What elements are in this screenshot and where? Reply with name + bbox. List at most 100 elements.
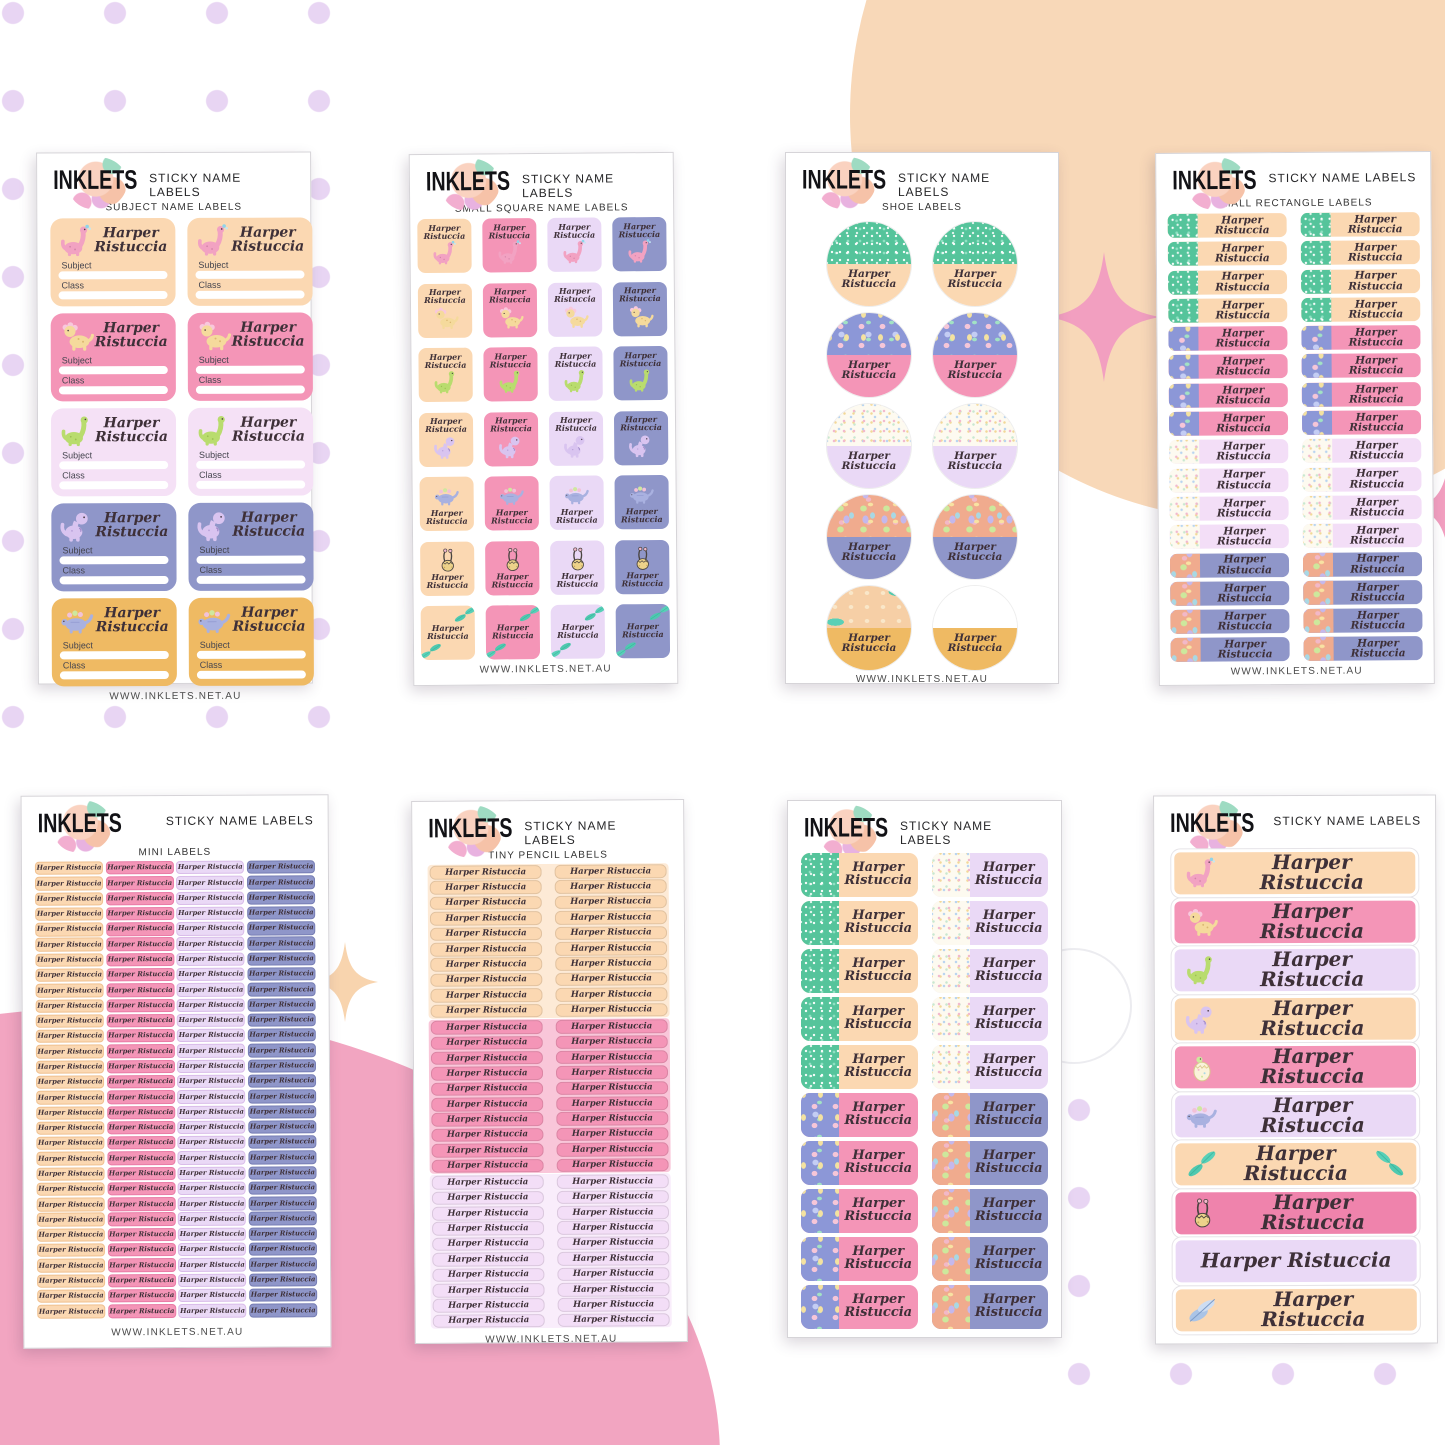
mini-label: Harper Ristuccia <box>107 1288 176 1303</box>
mini-label: Harper Ristuccia <box>178 1303 247 1318</box>
pattern-dinos <box>1170 609 1201 635</box>
mini-label: Harper Ristuccia <box>177 1196 247 1211</box>
label-name-text: Harper Ristuccia <box>248 923 314 933</box>
label-name-text: Harper Ristuccia <box>179 1229 245 1239</box>
mini-label: Harper Ristuccia <box>176 982 245 997</box>
mini-label: Harper Ristuccia <box>176 998 246 1012</box>
label-name-text: Harper Ristuccia <box>571 1051 653 1063</box>
label-name-text: Harper Ristuccia <box>1348 269 1403 293</box>
label-name-text: Harper Ristuccia <box>553 221 596 239</box>
logo-text: INKLETS <box>1170 808 1255 839</box>
name-last-line: Ristuccia <box>94 239 168 256</box>
mini-label: Harper Ristuccia <box>107 1273 176 1288</box>
name-last-line: Ristuccia <box>844 1209 913 1224</box>
small-rectangle-label: Harper Ristuccia <box>1302 523 1422 549</box>
mini-label: Harper Ristuccia <box>178 1273 247 1287</box>
sheet-title: STICKY NAME LABELS <box>900 819 993 847</box>
pattern-confetti-white <box>931 997 970 1041</box>
name-last-line: Ristuccia <box>231 428 305 445</box>
label-name-text: Harper Ristuccia <box>424 287 466 305</box>
name-first-line: Harper <box>852 1196 905 1212</box>
label-name-text: Harper Ristuccia <box>445 989 528 1001</box>
label-top-row: Harper Ristuccia <box>195 223 304 259</box>
small-rectangle-label: Harper Ristuccia <box>1303 636 1423 662</box>
label-name-text: Harper Ristuccia <box>178 1061 244 1071</box>
shoe-label-circle: Harper Ristuccia <box>826 585 912 671</box>
name-wrap: Harper Ristuccia <box>1333 495 1422 520</box>
name-first-line: Harper <box>852 1244 905 1260</box>
label-name-text: Harper Ristuccia <box>108 1138 174 1147</box>
small-rectangle-label: Harper Ristuccia <box>1169 524 1289 550</box>
name-wrap: Harper Ristuccia <box>1199 411 1288 436</box>
label-name-text: Harper Ristuccia <box>249 984 314 994</box>
pattern-confetti-white <box>931 901 970 945</box>
tiny-pencil-label: Harper Ristuccia <box>430 1050 543 1066</box>
label-name-text: Harper Ristuccia <box>844 1149 912 1175</box>
label-name-text: Harper Ristuccia <box>248 908 314 917</box>
name-wrap: Harper Ristuccia <box>839 1141 918 1185</box>
circle-name-half: Harper Ristuccia <box>827 264 911 306</box>
label-name-text: Harper Ristuccia <box>573 1314 655 1326</box>
pattern-confetti-green <box>1167 213 1198 238</box>
label-name-text: Harper Ristuccia <box>109 1214 174 1224</box>
tiny-pencil-label: Harper Ristuccia <box>431 1206 545 1221</box>
name-wrap: Harper Ristuccia <box>1198 270 1287 295</box>
name-last-line: Ristuccia <box>423 230 466 241</box>
subject-name-label: Harper Ristuccia Subject Class <box>50 312 176 402</box>
dino-triceratops-yellow-icon <box>199 321 231 351</box>
dino-stegosaurus-periwinkle-icon <box>434 487 459 506</box>
small-rectangle-label: Harper Ristuccia <box>1168 326 1288 352</box>
class-field-input <box>58 386 168 395</box>
mini-label: Harper Ristuccia <box>248 1135 317 1150</box>
label-name-text: Harper Ristuccia <box>250 1214 316 1223</box>
label-name-text: Harper Ristuccia <box>446 1129 529 1141</box>
tiny-pencil-label: Harper Ristuccia <box>431 1081 544 1097</box>
pattern-dinos <box>1303 608 1334 634</box>
label-name-text: Harper Ristuccia <box>36 894 102 903</box>
label-name-text: Harper Ristuccia <box>231 415 305 445</box>
label-name-text: Harper Ristuccia <box>107 985 173 994</box>
mini-label: Harper Ristuccia <box>35 968 104 983</box>
label-name-text: Harper Ristuccia <box>570 989 653 1000</box>
tiny-pencil-label: Harper Ristuccia <box>556 1157 669 1173</box>
label-name-text: Harper Ristuccia <box>571 1021 653 1032</box>
logo-watercolor-blob-icon <box>820 805 878 857</box>
subject-field-input <box>59 556 169 565</box>
subject-field-label: Subject <box>62 640 93 651</box>
subject-name-label: Harper Ristuccia Subject Class <box>50 217 176 307</box>
large-name-label: Harper Ristuccia <box>1174 996 1416 1040</box>
label-name-text: Harper Ristuccia <box>37 1138 103 1148</box>
medium-rectangle-label: Harper Ristuccia <box>801 1093 918 1137</box>
label-name-text: Harper Ristuccia <box>572 1206 654 1218</box>
label-name-text: Harper Ristuccia <box>571 1128 654 1140</box>
mini-label: Harper Ristuccia <box>35 907 104 921</box>
label-name-text: Harper Ristuccia <box>1349 467 1405 491</box>
name-last-line: Ristuccia <box>95 524 169 541</box>
name-last-line: Ristuccia <box>844 1257 913 1272</box>
label-name-text: Harper Ristuccia <box>570 896 652 908</box>
label-name-text: Harper Ristuccia <box>975 1101 1043 1127</box>
mini-label: Harper Ristuccia <box>246 860 315 875</box>
name-wrap: Harper Ristuccia <box>1198 241 1287 266</box>
label-name-text: Harper Ristuccia <box>1216 440 1272 463</box>
dino-longneck-pink-icon <box>197 224 228 256</box>
name-first-line: Harper <box>982 1004 1035 1020</box>
mini-label: Harper Ristuccia <box>106 1059 175 1074</box>
tiny-pencil-label: Harper Ristuccia <box>431 1175 544 1190</box>
dino-longneck-green-icon <box>564 370 584 393</box>
label-name-text: Harper Ristuccia <box>37 1047 103 1056</box>
sheet-mini-labels: INKLETS STICKY NAME LABELS MINI LABELS Harp… <box>20 794 332 1349</box>
label-name-text: Harper Ristuccia <box>572 1159 654 1171</box>
label-name-text: Harper Ristuccia <box>571 1097 653 1109</box>
label-name-text: Harper Ristuccia <box>555 415 597 433</box>
tiny-pencil-label: Harper Ristuccia <box>556 1174 669 1189</box>
mini-label: Harper Ristuccia <box>176 906 245 921</box>
name-wrap: Harper Ristuccia <box>231 415 305 445</box>
inklets-logo: INKLETS <box>428 805 524 858</box>
label-top-row: Harper Ristuccia <box>196 318 305 354</box>
subject-name-label: Harper Ristuccia Subject Class <box>51 502 177 592</box>
mini-label: Harper Ristuccia <box>177 1120 246 1135</box>
small-rectangle-label: Harper Ristuccia <box>1170 637 1290 663</box>
name-wrap: Harper Ristuccia <box>1331 325 1420 350</box>
